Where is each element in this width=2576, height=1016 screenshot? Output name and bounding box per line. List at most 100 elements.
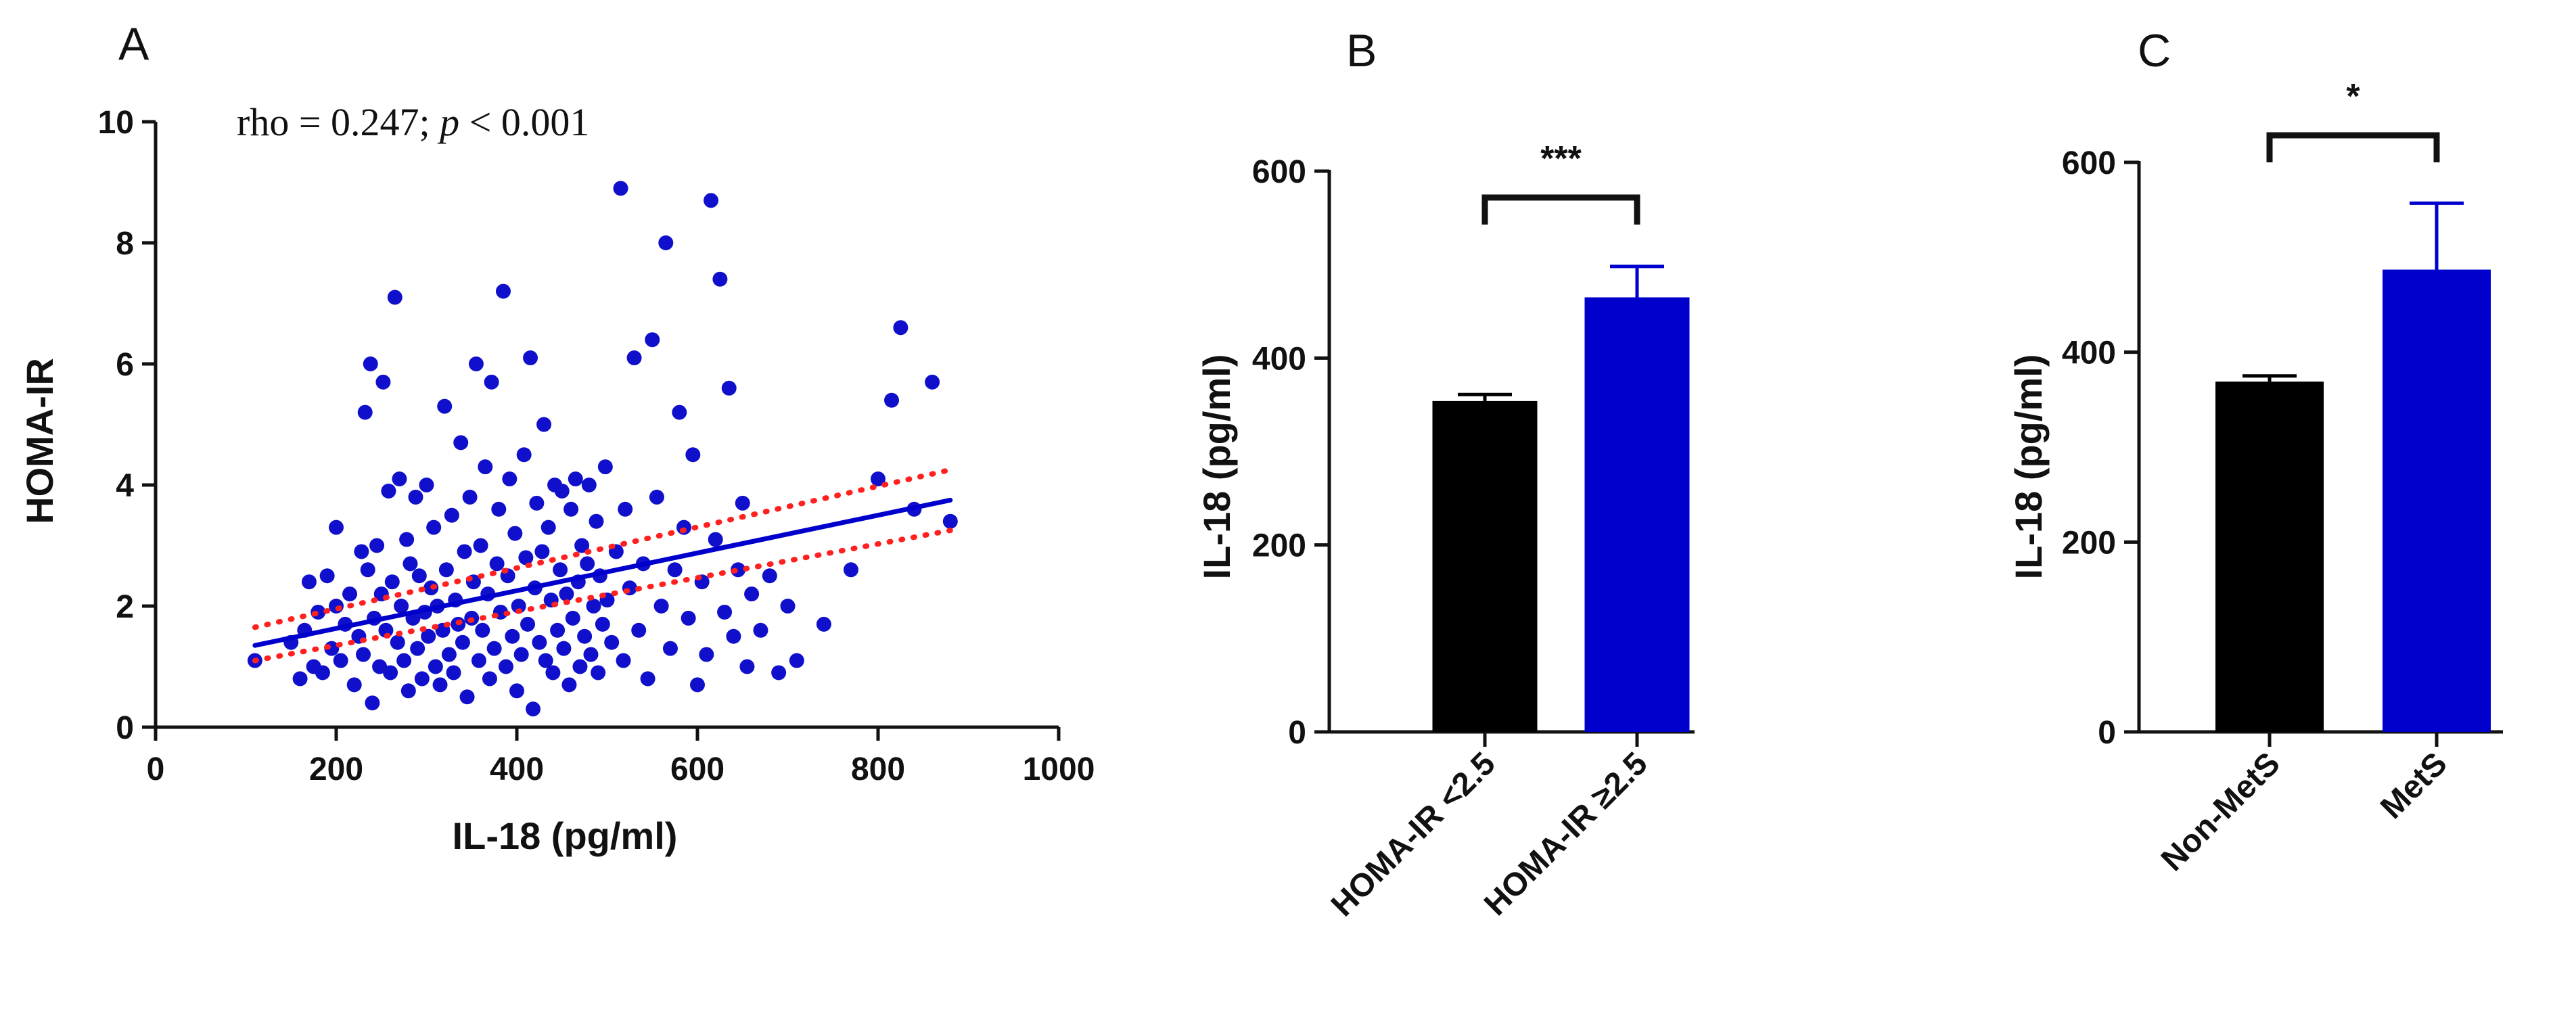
scatter-point: [329, 519, 344, 535]
scatter-point: [685, 447, 701, 463]
scatter-point: [414, 671, 430, 687]
scatter-point: [384, 574, 400, 590]
scatter-point: [455, 634, 470, 650]
scatter-point: [444, 507, 459, 523]
scatter-point: [572, 659, 588, 674]
scatter-point: [486, 641, 502, 656]
scatter-point: [365, 695, 380, 711]
scatter-point: [390, 634, 405, 650]
scatter-point: [640, 671, 656, 687]
regression-line: [252, 497, 953, 648]
ci-lower-line: [252, 528, 953, 664]
panel-letter-a: A: [118, 18, 150, 70]
scatter-point: [441, 647, 457, 662]
scatter-point: [484, 374, 499, 390]
scatter-point: [363, 356, 378, 371]
y-tick-label: 8: [116, 226, 134, 262]
scatter-point: [457, 544, 472, 559]
scatter-point: [482, 671, 497, 687]
y-tick-label: 0: [1288, 715, 1306, 751]
scatter-point: [529, 495, 545, 511]
scatter-point: [616, 653, 631, 668]
scatter-point: [360, 562, 375, 578]
scatter-point: [471, 653, 486, 668]
y-tick-label: 600: [2062, 145, 2116, 181]
scatter-point: [428, 659, 443, 674]
scatter-point: [475, 622, 490, 638]
scatter-point: [402, 556, 418, 572]
scatter-point: [586, 599, 601, 614]
scatter-point: [893, 320, 908, 336]
scatter-point: [518, 550, 534, 565]
scatter-point: [536, 417, 552, 432]
scatter-point: [411, 568, 427, 584]
y-tick-label: 0: [2098, 715, 2116, 751]
scatter-point: [690, 677, 705, 693]
x-tick-label: 800: [851, 752, 905, 787]
scatter-point: [726, 628, 741, 644]
scatter-point: [532, 634, 547, 650]
scatter-point: [408, 489, 423, 505]
scatter-point: [744, 586, 760, 602]
scatter-point: [346, 677, 362, 693]
y-tick-label: 600: [1252, 154, 1306, 190]
x-tick-label: 600: [670, 752, 724, 787]
scatter-point: [392, 471, 407, 487]
x-axis-title: IL-18 (pg/ml): [453, 814, 678, 857]
scatter-point: [505, 628, 520, 644]
scatter-point: [942, 513, 958, 529]
bar: [2215, 382, 2324, 732]
panel-c-bar: C 0 200 400 600 Non-MetS MetS * IL-18 (pg/ml): [2007, 25, 2503, 878]
scatter-point: [292, 671, 308, 687]
category-label: Non-MetS: [2155, 745, 2287, 878]
bar: [1432, 400, 1538, 732]
scatter-point: [381, 483, 396, 499]
scatter-point: [538, 653, 553, 668]
scatter-point: [396, 653, 412, 668]
scatter-point: [511, 599, 526, 614]
y-tick-label: 200: [1252, 528, 1306, 564]
scatter-point: [394, 599, 409, 614]
scatter-point: [329, 599, 344, 614]
scatter-point: [459, 689, 475, 705]
y-axis-title: HOMA-IR: [18, 358, 61, 524]
scatter-point: [372, 659, 388, 674]
scatter-point: [383, 665, 398, 680]
scatter-point: [399, 532, 415, 547]
significance-marker: ***: [1540, 139, 1582, 179]
y-tick-label: 6: [116, 347, 134, 383]
scatter-point: [502, 471, 518, 487]
scatter-point: [580, 556, 595, 572]
scatter-point: [369, 538, 385, 553]
scatter-point: [699, 647, 714, 662]
significance-bracket: [1481, 194, 1640, 225]
scatter-point: [667, 562, 683, 578]
scatter-point: [708, 532, 723, 547]
scatter-point: [491, 501, 507, 517]
scatter-point: [816, 616, 831, 632]
scatter-point: [662, 641, 678, 656]
x-tick-label: 1000: [1023, 752, 1095, 787]
bar: [1584, 297, 1690, 732]
scatter-point: [387, 290, 402, 305]
scatter-point: [591, 665, 606, 680]
scatter-point: [597, 459, 613, 475]
correlation-annotation: rho = 0.247; p < 0.001: [237, 100, 589, 144]
scatter-point: [626, 350, 642, 366]
scatter-point: [526, 701, 541, 717]
y-tick-label: 10: [98, 105, 134, 141]
scatter-point: [342, 586, 358, 602]
scatter-point: [735, 495, 750, 511]
scatter-point: [446, 665, 461, 680]
scatter-point: [438, 562, 454, 578]
scatter-point: [432, 677, 448, 693]
scatter-point: [473, 538, 488, 553]
scatter-point: [559, 586, 574, 602]
scatter-point: [604, 634, 620, 650]
panel-letter-c: C: [2138, 25, 2171, 76]
scatter-point: [437, 398, 453, 414]
scatter-point: [595, 616, 610, 632]
scatter-point: [462, 489, 478, 505]
